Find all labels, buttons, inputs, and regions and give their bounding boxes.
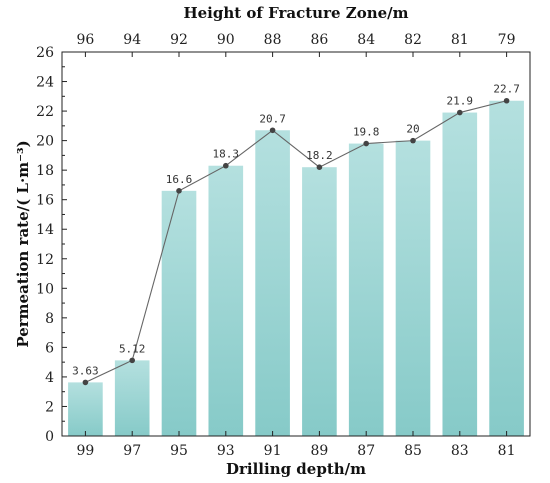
y-axis-title: Permeation rate/( L·m⁻³): [14, 140, 32, 347]
bar-97: [114, 360, 150, 436]
data-label-93: 18.3: [213, 148, 240, 161]
y-tick-label: 6: [45, 340, 54, 356]
point-89: [316, 164, 323, 170]
x2-tick-label-88: 88: [264, 32, 282, 48]
bar-83: [442, 112, 478, 437]
y-tick-label: 2: [45, 399, 54, 415]
y-tick-label: 10: [36, 281, 54, 297]
bar-85: [395, 140, 431, 436]
bars-group: [68, 100, 524, 437]
series-line: [85, 100, 507, 383]
data-label-87: 19.8: [353, 126, 380, 139]
x-tick-label-91: 91: [264, 443, 282, 459]
point-99: [82, 379, 89, 386]
bar-95: [161, 190, 197, 436]
x-axis-title: Drilling depth/m: [226, 460, 366, 478]
x-tick-label-95: 95: [170, 443, 188, 459]
data-label-95: 16.6: [166, 173, 193, 186]
data-label-91: 20.7: [259, 112, 286, 125]
y-tick-label: 4: [45, 370, 54, 386]
x2-tick-label-94: 94: [123, 32, 141, 48]
x-tick-label-99: 99: [76, 443, 94, 459]
x2-tick-label-96: 96: [76, 32, 94, 48]
line-group: [82, 97, 510, 386]
point-83: [457, 109, 463, 116]
point-87: [363, 140, 370, 147]
x-tick-label-89: 89: [310, 443, 328, 459]
data-label-97: 5.12: [119, 342, 146, 355]
x2-tick-label-81: 81: [451, 32, 469, 48]
point-95: [176, 188, 182, 194]
x-tick-label-81: 81: [498, 443, 516, 459]
x-tick-label-93: 93: [217, 443, 235, 459]
y-tick-label: 22: [36, 104, 54, 120]
y-tick-label: 14: [36, 222, 54, 238]
x2-tick-label-79: 79: [498, 32, 516, 48]
data-label-99: 3.63: [72, 364, 99, 377]
bar-93: [208, 165, 244, 436]
data-labels-group: 3.63 5.12 16.6 18.3 20.7 18.2 19.8 20 21.9 22.7: [72, 83, 520, 378]
x2-tick-label-90: 90: [217, 32, 235, 48]
point-85: [410, 137, 416, 144]
point-91: [269, 127, 276, 134]
bar-91: [255, 130, 290, 436]
y-tick-label: 18: [36, 163, 54, 179]
y-tick-label: 16: [36, 193, 54, 209]
x2-tick-label-84: 84: [357, 32, 375, 48]
point-93: [223, 162, 229, 169]
x2-tick-label-82: 82: [404, 32, 422, 48]
x-tick-label-87: 87: [357, 443, 375, 459]
top-axis-title: Height of Fracture Zone/m: [183, 4, 408, 22]
point-81: [503, 97, 510, 104]
bar-81: [489, 100, 524, 436]
bar-89: [302, 167, 337, 436]
x-tick-label-83: 83: [451, 443, 469, 459]
data-label-85: 20: [406, 123, 419, 136]
bar-87: [348, 143, 384, 437]
y-tick-label: 0: [45, 429, 54, 445]
data-label-83: 21.9: [447, 95, 474, 108]
y-tick-label: 24: [36, 75, 54, 91]
y-tick-label: 20: [36, 134, 54, 150]
x2-tick-label-92: 92: [170, 32, 188, 48]
point-97: [129, 357, 135, 364]
y-tick-label: 26: [36, 45, 54, 61]
ticks-group: 0246810121416182022242699969794959293909…: [36, 32, 515, 459]
x-tick-label-97: 97: [123, 443, 141, 459]
y-tick-label: 12: [36, 252, 54, 268]
data-label-89: 18.2: [306, 149, 333, 162]
x2-tick-label-86: 86: [310, 32, 328, 48]
bar-99: [68, 382, 103, 436]
y-tick-label: 8: [45, 311, 54, 327]
x-tick-label-85: 85: [404, 443, 422, 459]
data-label-81: 22.7: [493, 83, 520, 96]
